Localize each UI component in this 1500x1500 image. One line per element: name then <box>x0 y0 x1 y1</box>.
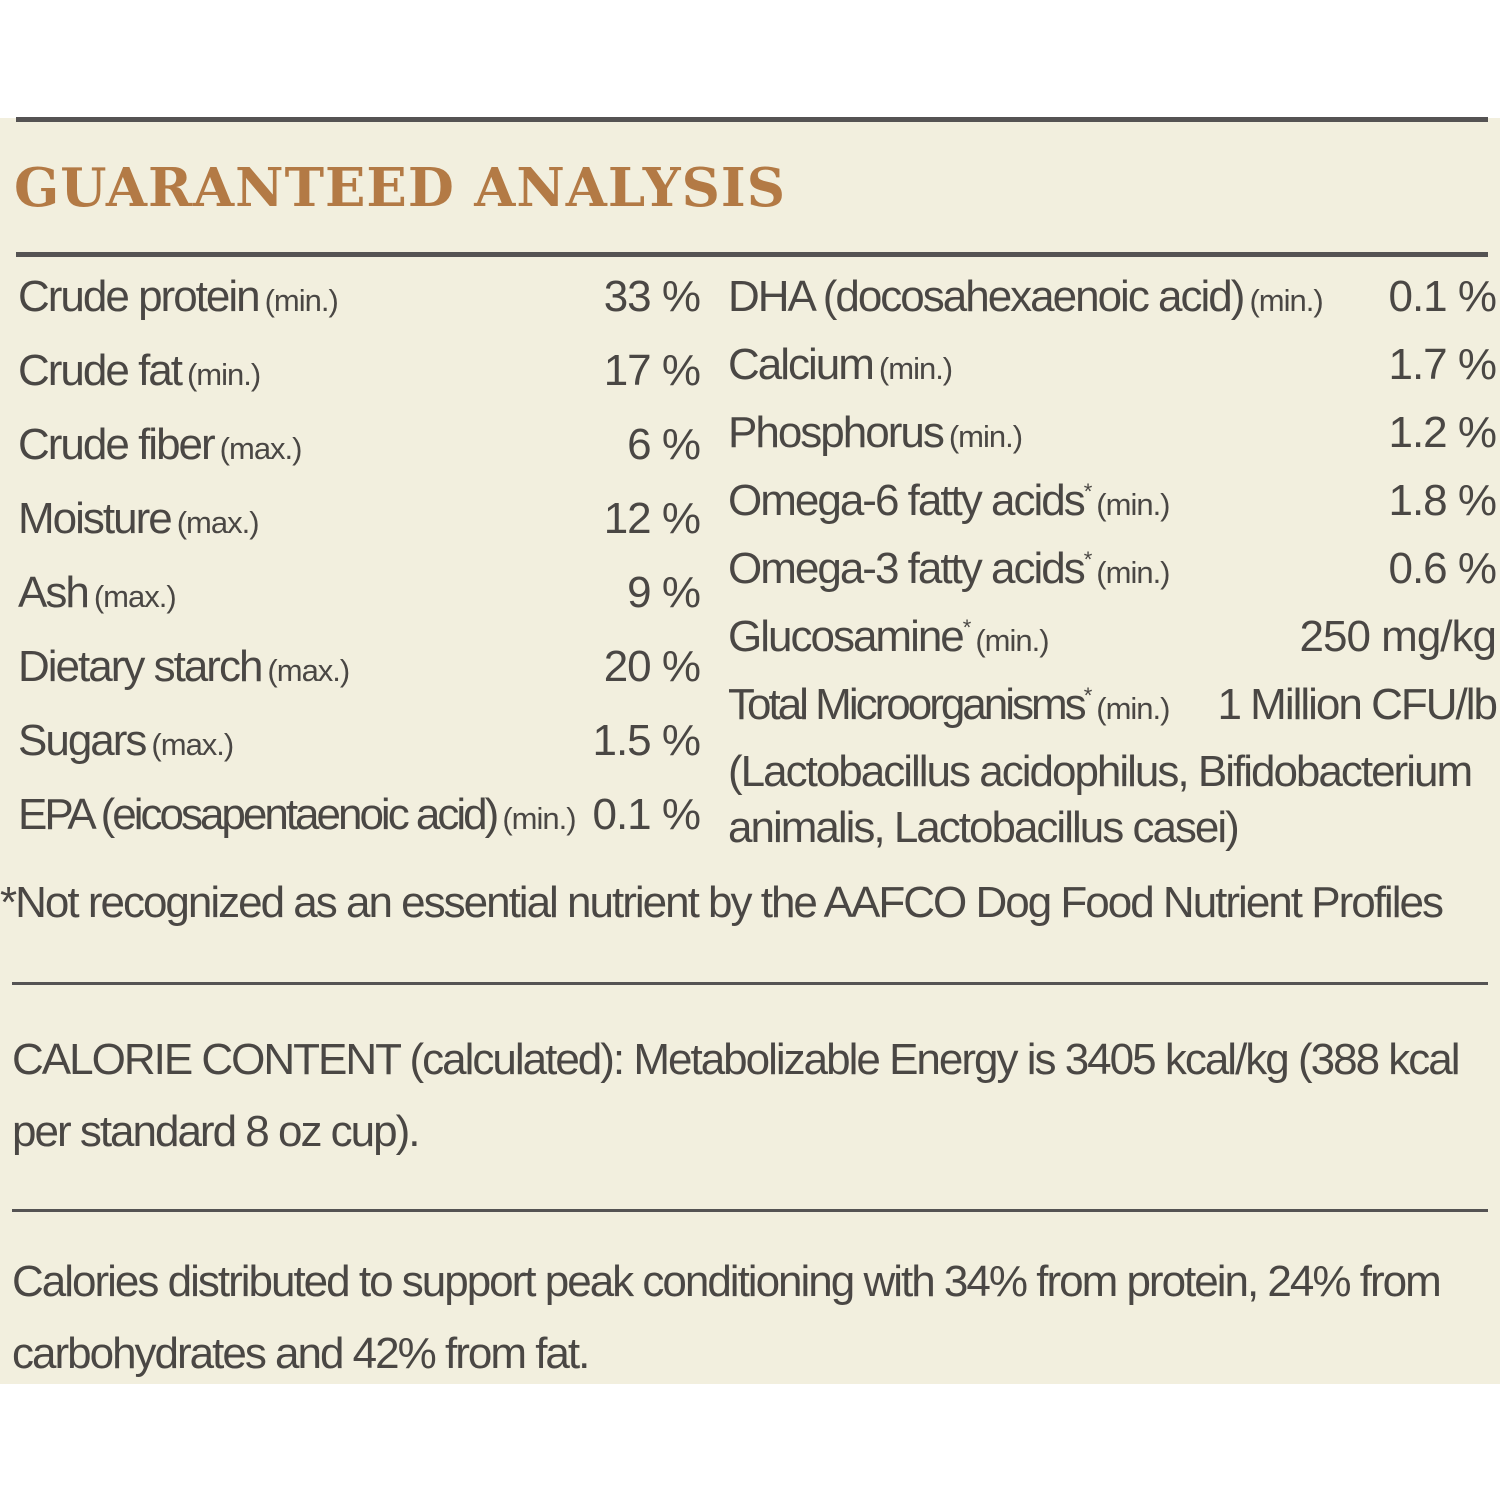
nutrient-footnote-mark: * <box>1083 683 1092 708</box>
analysis-row: Omega-6 fatty acids* (min.) 1.8 % <box>728 476 1497 544</box>
distribution-divider <box>12 1209 1488 1212</box>
top-divider <box>16 117 1488 122</box>
analysis-row: Crude fiber (max.) 6 % <box>18 420 701 494</box>
analysis-row: Crude protein (min.) 33 % <box>18 272 701 346</box>
nutrient-name: Crude protein <box>18 272 261 321</box>
nutrient-value: 0.6 % <box>1388 544 1497 593</box>
nutrient-name: Ash <box>18 568 90 617</box>
footnote: *Not recognized as an essential nutrient… <box>0 878 1444 927</box>
analysis-row: Total Microorganisms* (min.) 1 Million CF… <box>728 680 1498 748</box>
nutrient-qualifier: (min.) <box>1096 487 1170 522</box>
nutrient-name: Calcium <box>728 340 875 389</box>
nutrient-qualifier: (min.) <box>1096 555 1170 590</box>
nutrient-value: 1.7 % <box>1388 340 1497 389</box>
nutrient-value: 12 % <box>603 494 701 543</box>
nutrient-name: EPA (eicosapentaenoic acid) <box>18 790 499 839</box>
nutrient-value: 1.2 % <box>1388 408 1497 457</box>
nutrient-qualifier: (max.) <box>219 431 303 466</box>
nutrient-name: Omega-3 fatty acids <box>728 544 1086 593</box>
analysis-row: Phosphorus (min.) 1.2 % <box>728 408 1497 476</box>
nutrient-qualifier: (min.) <box>948 419 1023 454</box>
nutrient-qualifier: (max.) <box>151 727 234 762</box>
analysis-row: EPA (eicosapentaenoic acid) (min.) 0.1 % <box>18 790 701 864</box>
analysis-row: Dietary starch (max.) 20 % <box>18 642 701 716</box>
nutrient-value: 0.1 % <box>1388 272 1497 321</box>
analysis-row: Calcium (min.) 1.7 % <box>728 340 1497 408</box>
nutrient-value: 1 Million CFU/lb <box>1217 680 1498 729</box>
section-title: GUARANTEED ANALYSIS <box>14 157 786 219</box>
analysis-row: Crude fat (min.) 17 % <box>18 346 701 420</box>
analysis-panel <box>0 118 1500 1384</box>
nutrient-name: Moisture <box>18 494 173 543</box>
nutrient-name: DHA (docosahexaenoic acid) <box>728 272 1245 321</box>
nutrient-footnote-mark: * <box>1083 479 1092 504</box>
nutrient-qualifier: (max.) <box>93 579 177 614</box>
nutrient-qualifier: (min.) <box>975 623 1049 658</box>
calorie-distribution: Calories distributed to support peak con… <box>12 1257 1442 1378</box>
nutrient-name: Sugars <box>18 716 147 765</box>
nutrient-name: Phosphorus <box>728 408 945 457</box>
analysis-row: Glucosamine* (min.) 250 mg/kg <box>728 612 1497 680</box>
nutrient-value: 33 % <box>603 272 701 321</box>
nutrient-qualifier: (max.) <box>267 653 350 688</box>
nutrient-qualifier: (max.) <box>176 505 260 540</box>
nutrient-qualifier: (min.) <box>264 283 339 318</box>
nutrient-qualifier: (min.) <box>1096 691 1170 726</box>
nutrient-footnote-mark: * <box>1083 547 1092 572</box>
nutrient-name: Crude fat <box>18 346 183 395</box>
calorie-content: CALORIE CONTENT (calculated): Metaboliza… <box>12 1035 1461 1156</box>
analysis-left-column: Crude protein (min.) 33 % Crude fat (min.)… <box>18 272 701 864</box>
nutrient-value: 9 % <box>627 568 701 617</box>
title-divider <box>16 252 1488 257</box>
nutrient-name: Total Microorganisms <box>728 680 1087 729</box>
analysis-row: Sugars (max.) 1.5 % <box>18 716 701 790</box>
nutrient-qualifier: (min.) <box>1249 283 1323 318</box>
nutrient-qualifier: (min.) <box>878 351 953 386</box>
nutrient-value: 17 % <box>603 346 701 395</box>
nutrient-value: 250 mg/kg <box>1299 612 1497 661</box>
nutrient-qualifier: (min.) <box>502 801 576 836</box>
analysis-row: Omega-3 fatty acids* (min.) 0.6 % <box>728 544 1497 612</box>
nutrient-footnote-mark: * <box>962 615 971 640</box>
nutrient-value: 20 % <box>603 642 701 691</box>
analysis-right-column: DHA (docosahexaenoic acid) (min.) 0.1 % C… <box>728 272 1498 856</box>
analysis-row: DHA (docosahexaenoic acid) (min.) 0.1 % <box>728 272 1497 340</box>
nutrient-value: 1.5 % <box>592 716 701 765</box>
nutrient-value: 0.1 % <box>592 790 701 839</box>
analysis-row: Ash (max.) 9 % <box>18 568 701 642</box>
microorganisms-note: (Lactobacillus acidophilus, Bifidobacter… <box>728 747 1473 852</box>
nutrient-name: Glucosamine <box>728 612 965 661</box>
nutrient-qualifier: (min.) <box>186 357 261 392</box>
nutrient-name: Dietary starch <box>18 642 263 691</box>
nutrient-name: Omega-6 fatty acids <box>728 476 1086 525</box>
nutrient-value: 1.8 % <box>1388 476 1497 525</box>
nutrient-value: 6 % <box>627 420 701 469</box>
calorie-divider <box>12 982 1488 985</box>
nutrient-name: Crude fiber <box>18 420 216 469</box>
analysis-row: Moisture (max.) 12 % <box>18 494 701 568</box>
